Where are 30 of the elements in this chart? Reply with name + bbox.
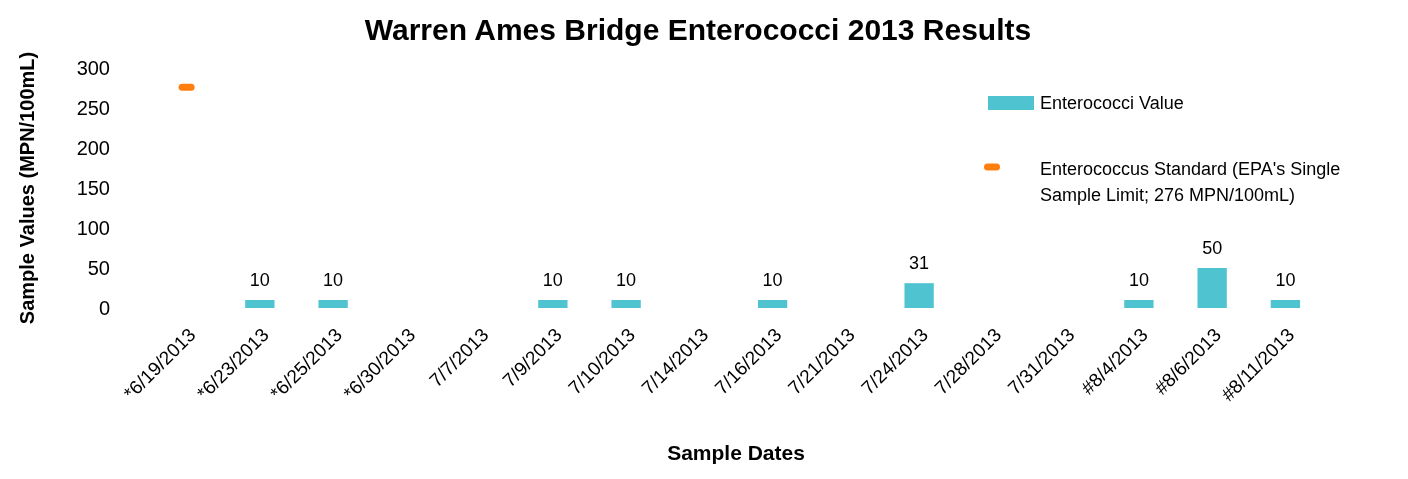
y-tick-label: 0 (98, 297, 110, 319)
legend-label: Enterococcus Standard (EPA's Single Sample Limit; 276 MPN/100mL) (1040, 159, 1341, 205)
y-tick-label: 100 (76, 217, 110, 239)
data-label: 10 (323, 270, 344, 290)
bar (904, 283, 934, 308)
bar (538, 300, 568, 308)
legend-label: Enterococci Value (1040, 93, 1184, 114)
data-label: 10 (1128, 270, 1149, 290)
data-label: 50 (1202, 238, 1223, 258)
bar (757, 300, 788, 308)
x-axis-title: Sample Dates (667, 441, 805, 464)
data-label: 10 (249, 270, 270, 290)
data-label: 10 (542, 270, 563, 290)
bar (611, 300, 641, 308)
y-axis-title: Sample Values (MPN/100mL) (16, 51, 38, 325)
bar (1197, 268, 1227, 308)
data-label: 31 (909, 253, 930, 274)
y-tick-label: 150 (76, 177, 110, 199)
bar (245, 300, 275, 308)
chart-title: Warren Ames Bridge Enterococci 2013 Results (364, 13, 1032, 46)
bar (1124, 300, 1154, 308)
y-tick-label: 50 (87, 257, 110, 279)
y-tick-label: 200 (76, 137, 110, 159)
bar (318, 300, 348, 308)
data-label: 10 (762, 270, 783, 290)
y-tick-label: 300 (76, 57, 110, 79)
y-tick-label: 250 (76, 97, 110, 119)
bar (1270, 300, 1301, 308)
data-label: 10 (616, 270, 637, 290)
data-label: 10 (1275, 270, 1296, 290)
